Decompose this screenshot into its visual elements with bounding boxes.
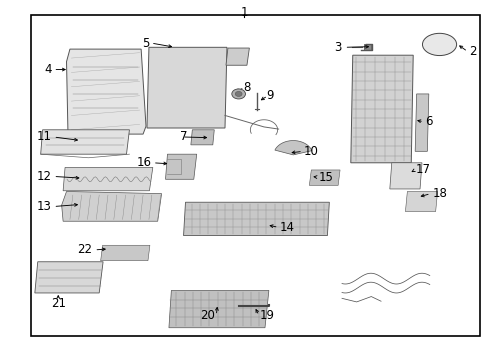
- Bar: [31, 15, 479, 336]
- Polygon shape: [63, 167, 153, 191]
- Text: 7: 7: [180, 130, 187, 144]
- Text: 4: 4: [44, 63, 52, 76]
- Text: 18: 18: [431, 187, 446, 200]
- Text: 1: 1: [240, 6, 248, 19]
- Text: 17: 17: [415, 163, 430, 176]
- Text: 3: 3: [334, 41, 341, 54]
- Text: 6: 6: [424, 116, 431, 129]
- Text: 10: 10: [304, 145, 318, 158]
- Polygon shape: [168, 291, 268, 328]
- Polygon shape: [181, 58, 220, 74]
- Ellipse shape: [422, 33, 456, 55]
- Circle shape: [231, 89, 245, 99]
- Polygon shape: [181, 81, 220, 98]
- Polygon shape: [101, 245, 150, 261]
- Text: 21: 21: [51, 297, 65, 310]
- Text: 13: 13: [37, 200, 52, 213]
- Polygon shape: [405, 192, 437, 212]
- Polygon shape: [147, 47, 226, 128]
- Polygon shape: [190, 130, 214, 145]
- Text: 12: 12: [37, 170, 52, 183]
- Polygon shape: [183, 202, 329, 235]
- Text: 2: 2: [468, 45, 475, 58]
- Polygon shape: [309, 170, 339, 185]
- Polygon shape: [154, 58, 176, 74]
- Polygon shape: [389, 163, 421, 189]
- Text: 19: 19: [260, 309, 275, 322]
- Polygon shape: [181, 104, 220, 120]
- Polygon shape: [165, 154, 196, 179]
- Polygon shape: [61, 192, 161, 221]
- Text: 15: 15: [318, 171, 333, 184]
- Text: 16: 16: [137, 156, 152, 169]
- Polygon shape: [66, 49, 146, 134]
- Polygon shape: [154, 81, 176, 98]
- Polygon shape: [35, 262, 103, 293]
- Polygon shape: [274, 140, 311, 155]
- Text: 8: 8: [243, 81, 250, 94]
- Text: 20: 20: [200, 309, 215, 322]
- Text: 11: 11: [37, 130, 52, 144]
- Text: 5: 5: [142, 36, 149, 50]
- Polygon shape: [350, 55, 412, 163]
- Polygon shape: [363, 44, 370, 50]
- Text: 22: 22: [77, 243, 92, 256]
- Polygon shape: [154, 104, 176, 120]
- Polygon shape: [225, 48, 249, 65]
- Polygon shape: [41, 130, 129, 154]
- Polygon shape: [414, 94, 428, 151]
- Circle shape: [235, 91, 242, 96]
- Text: 9: 9: [266, 89, 273, 102]
- Text: 14: 14: [279, 221, 294, 234]
